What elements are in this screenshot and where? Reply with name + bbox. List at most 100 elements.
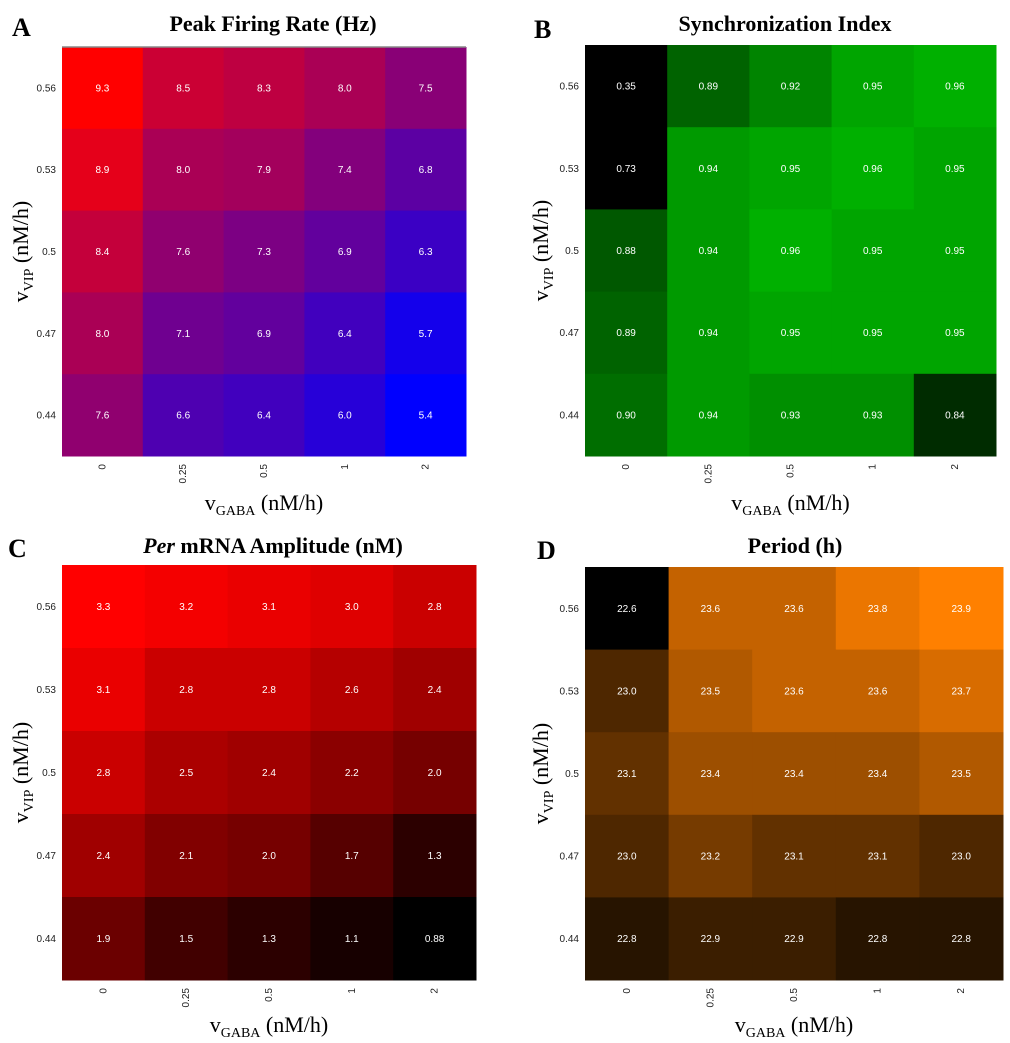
cell-value-label: 5.7 xyxy=(419,329,433,340)
heatmap-cell xyxy=(752,814,837,898)
cell-value-label: 23.2 xyxy=(701,852,721,863)
heatmap-cell xyxy=(304,292,386,375)
heatmap-cell xyxy=(668,649,753,733)
panel-letter: C xyxy=(8,534,27,563)
heatmap-cell xyxy=(831,127,915,210)
y-tick-label: 0.5 xyxy=(42,768,56,779)
y-axis-title-sub: VIP xyxy=(22,789,37,812)
heatmap-cell xyxy=(749,127,833,210)
heatmap-cell xyxy=(831,373,915,457)
cell-value-label: 23.6 xyxy=(868,686,888,697)
y-tick-label: 0.5 xyxy=(565,246,579,257)
x-tick-label: 0.5 xyxy=(786,464,797,478)
heatmap-panel-d: D Period (h) 22.6 23.6 23.6 23.8 23.9 23.0 23.5 2… xyxy=(528,533,1004,1041)
heatmap-cell xyxy=(752,732,837,816)
cell-value-label: 0.94 xyxy=(699,246,719,257)
heatmap-cell xyxy=(919,567,1004,651)
cell-value-label: 7.1 xyxy=(176,329,190,340)
cell-value-label: 23.0 xyxy=(617,686,637,697)
heatmap-cell xyxy=(913,45,997,128)
chart-title-italic: Per xyxy=(142,533,175,558)
heatmap-cell xyxy=(913,209,997,293)
cell-value-label: 2.5 xyxy=(179,768,193,779)
x-tick-label: 1 xyxy=(868,464,879,470)
cell-value-label: 22.6 xyxy=(617,604,637,615)
heatmap-cell xyxy=(62,128,144,212)
x-tick-label: 1 xyxy=(347,988,358,994)
x-tick-label: 2 xyxy=(421,464,432,470)
x-axis-title-sub: GABA xyxy=(746,1026,787,1041)
x-tick-label: 0 xyxy=(622,988,633,994)
heatmap-cell xyxy=(667,45,750,128)
y-axis-title-main: v xyxy=(528,290,553,301)
heatmap-cell xyxy=(144,814,229,898)
heatmap-cell xyxy=(227,648,311,732)
heatmap-cell xyxy=(919,732,1004,816)
cell-value-label: 7.4 xyxy=(338,165,352,176)
cell-value-label: 23.4 xyxy=(868,769,888,780)
heatmap-cell xyxy=(142,47,225,130)
heatmap-cell xyxy=(310,565,394,649)
heatmap-cell xyxy=(585,291,668,375)
heatmap-cell xyxy=(62,374,144,457)
heatmap-cell xyxy=(752,897,837,981)
y-tick-label: 0.47 xyxy=(560,328,580,339)
chart-title: Period (h) xyxy=(748,533,843,558)
cell-value-label: 6.9 xyxy=(338,247,352,258)
x-axis-title: vGABA (nM/h) xyxy=(205,490,324,519)
cell-value-label: 3.1 xyxy=(262,602,276,613)
cell-value-label: 23.6 xyxy=(784,604,804,615)
cell-value-label: 3.3 xyxy=(96,602,110,613)
y-tick-label: 0.47 xyxy=(37,329,57,340)
cell-value-label: 0.84 xyxy=(945,410,965,421)
heatmap-cell xyxy=(835,732,920,816)
x-tick-label: 0.5 xyxy=(259,464,270,478)
heatmap-cell xyxy=(385,47,467,130)
heatmap-cell xyxy=(585,127,668,210)
heatmap-cell xyxy=(835,567,920,651)
heatmap-cell xyxy=(227,731,311,815)
cell-value-label: 7.9 xyxy=(257,165,271,176)
heatmap-cell xyxy=(831,291,915,375)
heatmap-cell xyxy=(752,649,837,733)
cell-value-label: 3.1 xyxy=(96,685,110,696)
heatmap-cell xyxy=(385,128,467,212)
cell-value-label: 8.9 xyxy=(95,165,109,176)
cell-value-label: 0.35 xyxy=(616,82,636,93)
heatmap-cell xyxy=(385,374,467,457)
cell-value-label: 1.5 xyxy=(179,934,193,945)
cell-value-label: 6.0 xyxy=(338,411,352,422)
x-tick-label: 2 xyxy=(430,988,441,994)
heatmap-cell xyxy=(668,897,753,981)
cell-value-label: 1.3 xyxy=(428,851,442,862)
cell-value-label: 2.4 xyxy=(262,768,276,779)
heatmap-cell xyxy=(585,45,668,128)
heatmap-cell xyxy=(62,897,146,981)
heatmap-cell xyxy=(393,897,477,981)
cell-value-label: 2.4 xyxy=(96,851,110,862)
cell-value-label: 23.6 xyxy=(784,686,804,697)
cell-value-label: 7.6 xyxy=(95,411,109,422)
heatmap-cell xyxy=(585,897,670,981)
heatmap-cell xyxy=(223,210,305,293)
heatmap-cell xyxy=(385,292,467,375)
cell-value-label: 7.6 xyxy=(176,247,190,258)
cell-value-label: 0.94 xyxy=(699,164,719,175)
cell-value-label: 2.1 xyxy=(179,851,193,862)
cell-value-label: 23.4 xyxy=(701,769,721,780)
heatmap-cell xyxy=(223,292,305,375)
heatmap-cell xyxy=(585,732,670,816)
cell-value-label: 23.1 xyxy=(617,769,637,780)
heatmap-cell xyxy=(913,127,997,210)
cell-value-label: 0.93 xyxy=(863,410,883,421)
x-axis-title: vGABA (nM/h) xyxy=(210,1012,329,1041)
heatmap-cell xyxy=(393,565,477,649)
x-axis-title: vGABA (nM/h) xyxy=(731,490,850,519)
cell-value-label: 8.3 xyxy=(257,83,271,94)
heatmap-cell xyxy=(62,47,144,130)
heatmap-cell xyxy=(144,648,229,732)
panel-letter: D xyxy=(537,536,556,565)
y-axis-title-units: (nM/h) xyxy=(528,200,553,268)
heatmap-cell xyxy=(835,814,920,898)
